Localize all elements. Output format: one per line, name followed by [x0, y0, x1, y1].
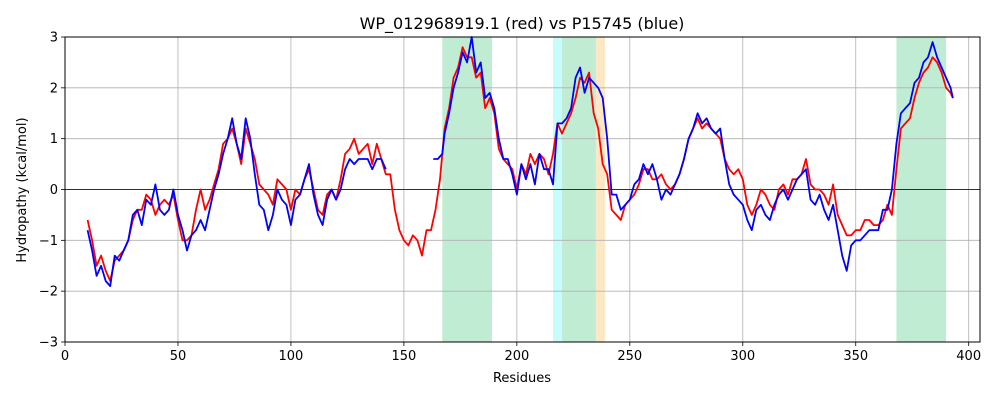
y-tick-label: 0 [50, 183, 58, 198]
axis-ticks: 0 50 100 150 200 250 300 350 400 −3 −2 −1 0 1 2 3 [39, 31, 981, 365]
x-tick-label: 400 [956, 349, 981, 364]
x-tick-label: 100 [279, 349, 304, 364]
x-tick-label: 150 [391, 349, 416, 364]
x-tick-label: 300 [730, 349, 755, 364]
y-tick-label: −1 [39, 234, 58, 249]
y-tick-label: 3 [50, 31, 58, 46]
x-tick-label: 350 [843, 349, 868, 364]
x-tick-label: 200 [504, 349, 529, 364]
y-tick-label: −3 [39, 336, 58, 351]
x-tick-label: 0 [61, 349, 69, 364]
y-tick-label: 2 [50, 81, 58, 96]
series-lines [86, 36, 954, 287]
y-tick-label: 1 [50, 132, 58, 147]
series-line-blue [86, 36, 954, 287]
y-axis-label: Hydropathy (kcal/mol) [15, 117, 30, 262]
x-tick-label: 250 [617, 349, 642, 364]
chart-title: WP_012968919.1 (red) vs P15745 (blue) [360, 14, 685, 34]
x-axis-label: Residues [493, 371, 551, 386]
x-tick-label: 50 [170, 349, 187, 364]
y-tick-label: −2 [39, 285, 58, 300]
